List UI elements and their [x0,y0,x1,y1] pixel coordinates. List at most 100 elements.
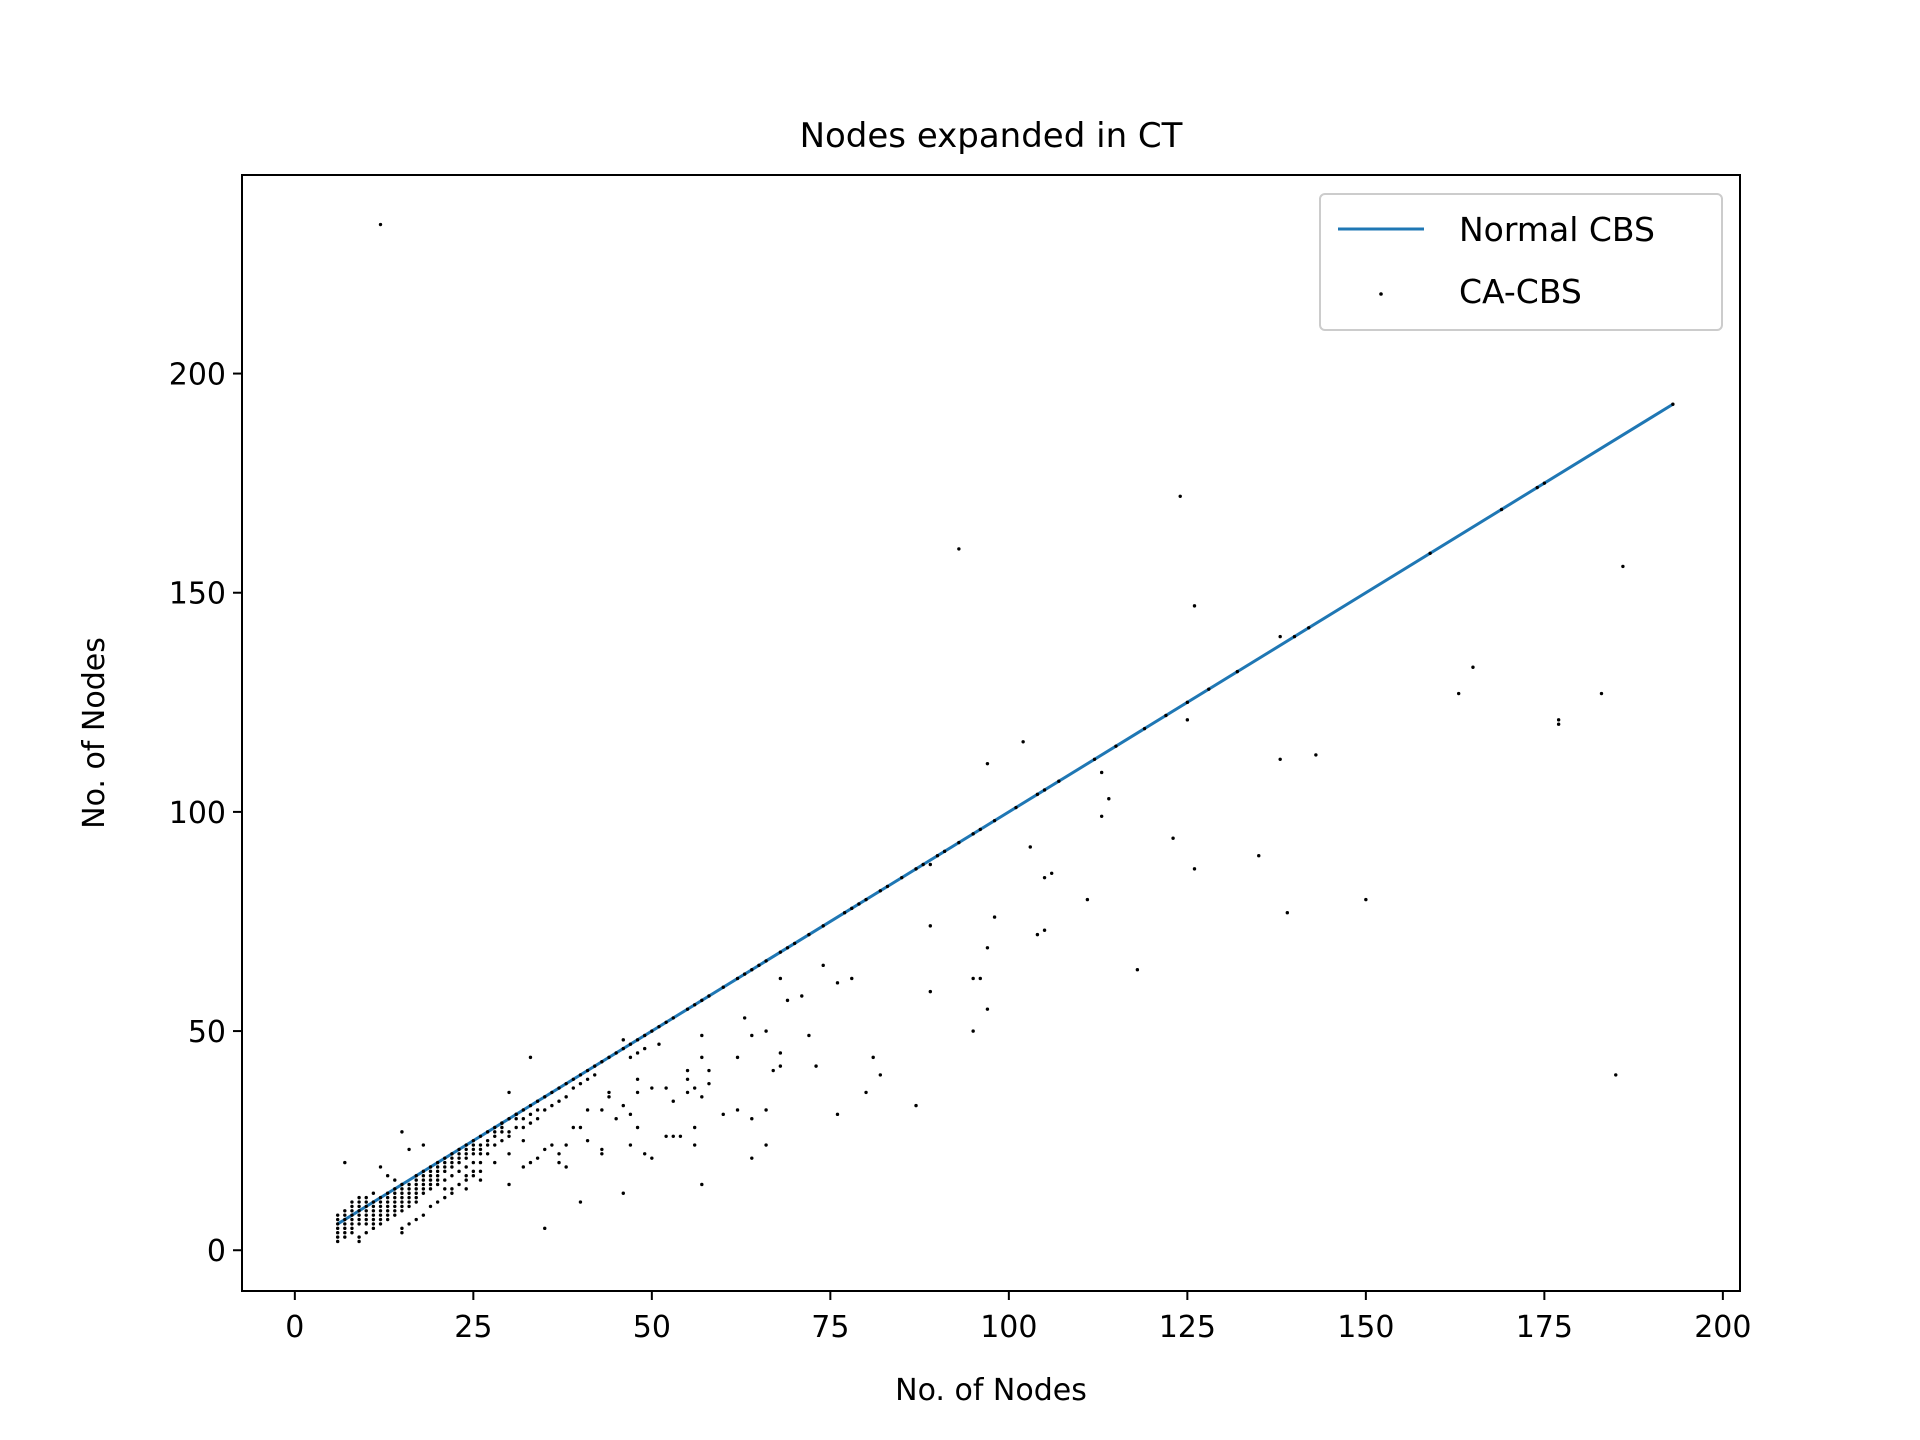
data-point [1235,669,1240,674]
data-point [343,1213,347,1217]
data-point [707,1081,711,1086]
data-point [493,1143,497,1147]
data-point [443,1178,447,1182]
data-point [421,1191,426,1195]
data-point [385,1200,390,1204]
data-point [928,862,933,867]
data-point [478,1152,483,1156]
data-point [443,1160,447,1165]
data-point [650,1029,654,1033]
data-point [1428,551,1432,555]
data-point [628,1055,633,1060]
data-point [564,1081,568,1086]
data-point [778,1064,783,1068]
data-point [493,1125,497,1130]
data-point [614,1117,618,1121]
data-point [992,915,997,919]
data-point [535,1108,540,1112]
data-point [507,1134,511,1138]
data-point [1042,928,1047,932]
data-point [742,972,747,976]
data-point [378,1195,383,1200]
data-point [700,1033,704,1038]
data-point [421,1182,426,1187]
data-point [771,1068,775,1073]
data-point [628,1042,633,1046]
data-point [735,976,740,981]
data-point [628,1143,633,1147]
y-tick-label: 50 [188,1015,226,1050]
data-point [514,1125,518,1130]
data-point [1278,757,1282,762]
data-point [428,1178,433,1182]
data-point [507,1117,511,1121]
data-point [1057,779,1061,783]
data-point [414,1178,418,1182]
y-tick-label: 0 [207,1234,226,1269]
data-point [571,1077,576,1081]
data-point [428,1169,433,1174]
data-point [564,1143,568,1147]
data-point [978,976,982,981]
data-point [700,1055,704,1060]
data-point [928,989,933,994]
data-point [443,1156,447,1160]
data-point [350,1200,354,1204]
data-point [900,875,904,880]
data-point [407,1187,411,1191]
y-tick-label: 100 [169,796,226,831]
x-tick-label: 200 [1694,1310,1751,1345]
data-point [471,1160,476,1165]
data-point [385,1213,390,1217]
data-point [635,1090,640,1095]
data-point [621,1191,625,1195]
data-point [957,840,961,845]
data-point [528,1055,533,1060]
data-point [335,1213,340,1217]
data-point [464,1156,468,1160]
data-point [1085,897,1090,902]
data-point [478,1169,483,1174]
data-point [600,1147,604,1152]
data-point [478,1147,483,1152]
data-point [571,1086,576,1090]
data-point [485,1138,490,1143]
data-point [393,1187,397,1191]
data-point [371,1191,376,1195]
data-point [985,1007,990,1011]
legend: Normal CBS CA-CBS [1319,193,1723,331]
data-point [764,959,768,963]
data-point [1042,788,1047,792]
data-point [914,867,918,871]
data-point [1099,770,1104,775]
data-point [357,1195,361,1200]
data-point [664,1134,668,1138]
data-point [585,1077,590,1081]
data-point [1556,722,1561,726]
data-point [864,897,868,902]
data-point [557,1099,561,1103]
data-point [1614,1073,1618,1077]
data-point [535,1117,540,1121]
data-point [1042,875,1047,880]
data-point [450,1187,454,1191]
data-point [785,946,790,950]
data-point [335,1222,340,1226]
data-point [1092,757,1097,762]
data-point [393,1209,397,1213]
y-axis-label: No. of Nodes [77,637,112,829]
data-point [657,1024,661,1029]
data-point [414,1187,418,1191]
data-point [735,1055,740,1060]
x-tick-label: 100 [980,1310,1037,1345]
data-point [821,924,825,928]
data-point [1621,564,1625,569]
data-point [478,1134,483,1138]
data-point [400,1204,404,1209]
data-point [764,1029,768,1033]
data-point [435,1169,440,1174]
data-point [807,1033,811,1038]
data-point [371,1213,376,1217]
data-point [864,1090,868,1095]
data-point [692,1003,697,1007]
